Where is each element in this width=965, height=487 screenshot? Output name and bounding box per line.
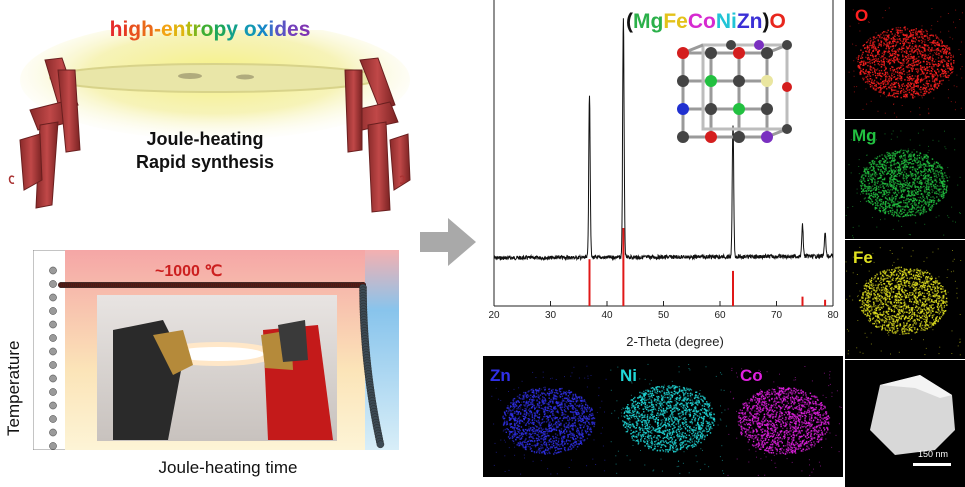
o-map-label: O [855,6,869,25]
formula-part: Co [687,10,716,33]
fe-map-label: Fe [853,248,873,267]
title-letter: r [192,18,201,41]
compound-formula: (MgFeCoNiZn)O [626,10,786,34]
formula-part: Ni [715,10,737,33]
title-letter: x [256,18,269,41]
curve-bead [49,415,57,423]
scale-bar-label: 150 nm [917,449,949,459]
title-letter: h [109,18,123,41]
title-letter: o [243,18,257,41]
x-tick-label: 70 [770,310,783,321]
title-letter: h [141,18,154,41]
curve-bead [49,307,57,315]
curve-bead [49,266,57,275]
caption-line-2: Rapid synthesis [135,152,275,172]
title-letter: - [153,18,161,41]
curve-bead [49,347,57,356]
title-letter: d [274,18,288,41]
carbon-paper-strip [49,63,381,93]
arrow-icon [420,218,476,266]
formula-part: ( [626,10,633,33]
title-letter: s [298,18,311,41]
xrd-chart [493,0,834,307]
title-letter: e [160,18,173,41]
x-tick-label: 40 [601,310,613,321]
joule-heating-caption: Joule-heating Rapid synthesis [120,128,290,174]
curve-bead [49,320,57,329]
formula-part: Mg [633,10,664,33]
curve-bead [49,280,57,288]
curve-bead [49,428,57,437]
title-letter: t [185,18,193,41]
title-letter: g [128,18,142,41]
title-letter: e [287,18,299,41]
title-letter: y [226,18,238,41]
co-map-label: Co [740,366,763,385]
curve-bead [49,388,57,396]
x-tick-label: 20 [488,310,500,321]
curve-bead [49,361,57,369]
peak-temperature-label: ~1000 ℃ [155,263,223,280]
formula-part: ) [762,10,770,33]
curve-bead [49,293,57,302]
stem-particle [870,375,955,455]
temperature-axis-label: Temperature [4,340,23,436]
title-letter: o [200,18,214,41]
title-letter: p [213,18,227,41]
caption-line-1: Joule-heating [146,129,264,149]
x-tick-label: 80 [827,310,839,321]
formula-part: Fe [663,10,688,33]
ni-map-label: Ni [620,366,637,385]
x-tick-label: 50 [657,310,670,321]
x-tick-label: 60 [714,310,726,321]
formula-part: Zn [736,10,763,33]
xrd-x-axis-label: 2-Theta (degree) [626,334,724,349]
title-letter: n [172,18,186,41]
mg-map-label: Mg [852,126,877,145]
scale-bar [913,463,951,466]
x-tick-label: 30 [544,310,557,321]
zn-map-label: Zn [490,366,511,385]
curve-bead [376,440,385,449]
time-axis-label: Joule-heating time [158,458,298,477]
curve-bead [49,374,57,383]
curve-bead [49,401,57,410]
high-entropy-oxides-title: high-entropy oxides [60,18,360,42]
curve-bead [49,334,57,342]
xrd-pattern-line [493,18,834,262]
curve-bead [49,442,57,450]
formula-part: O [769,10,786,33]
crystal-structure-icon [677,40,792,143]
